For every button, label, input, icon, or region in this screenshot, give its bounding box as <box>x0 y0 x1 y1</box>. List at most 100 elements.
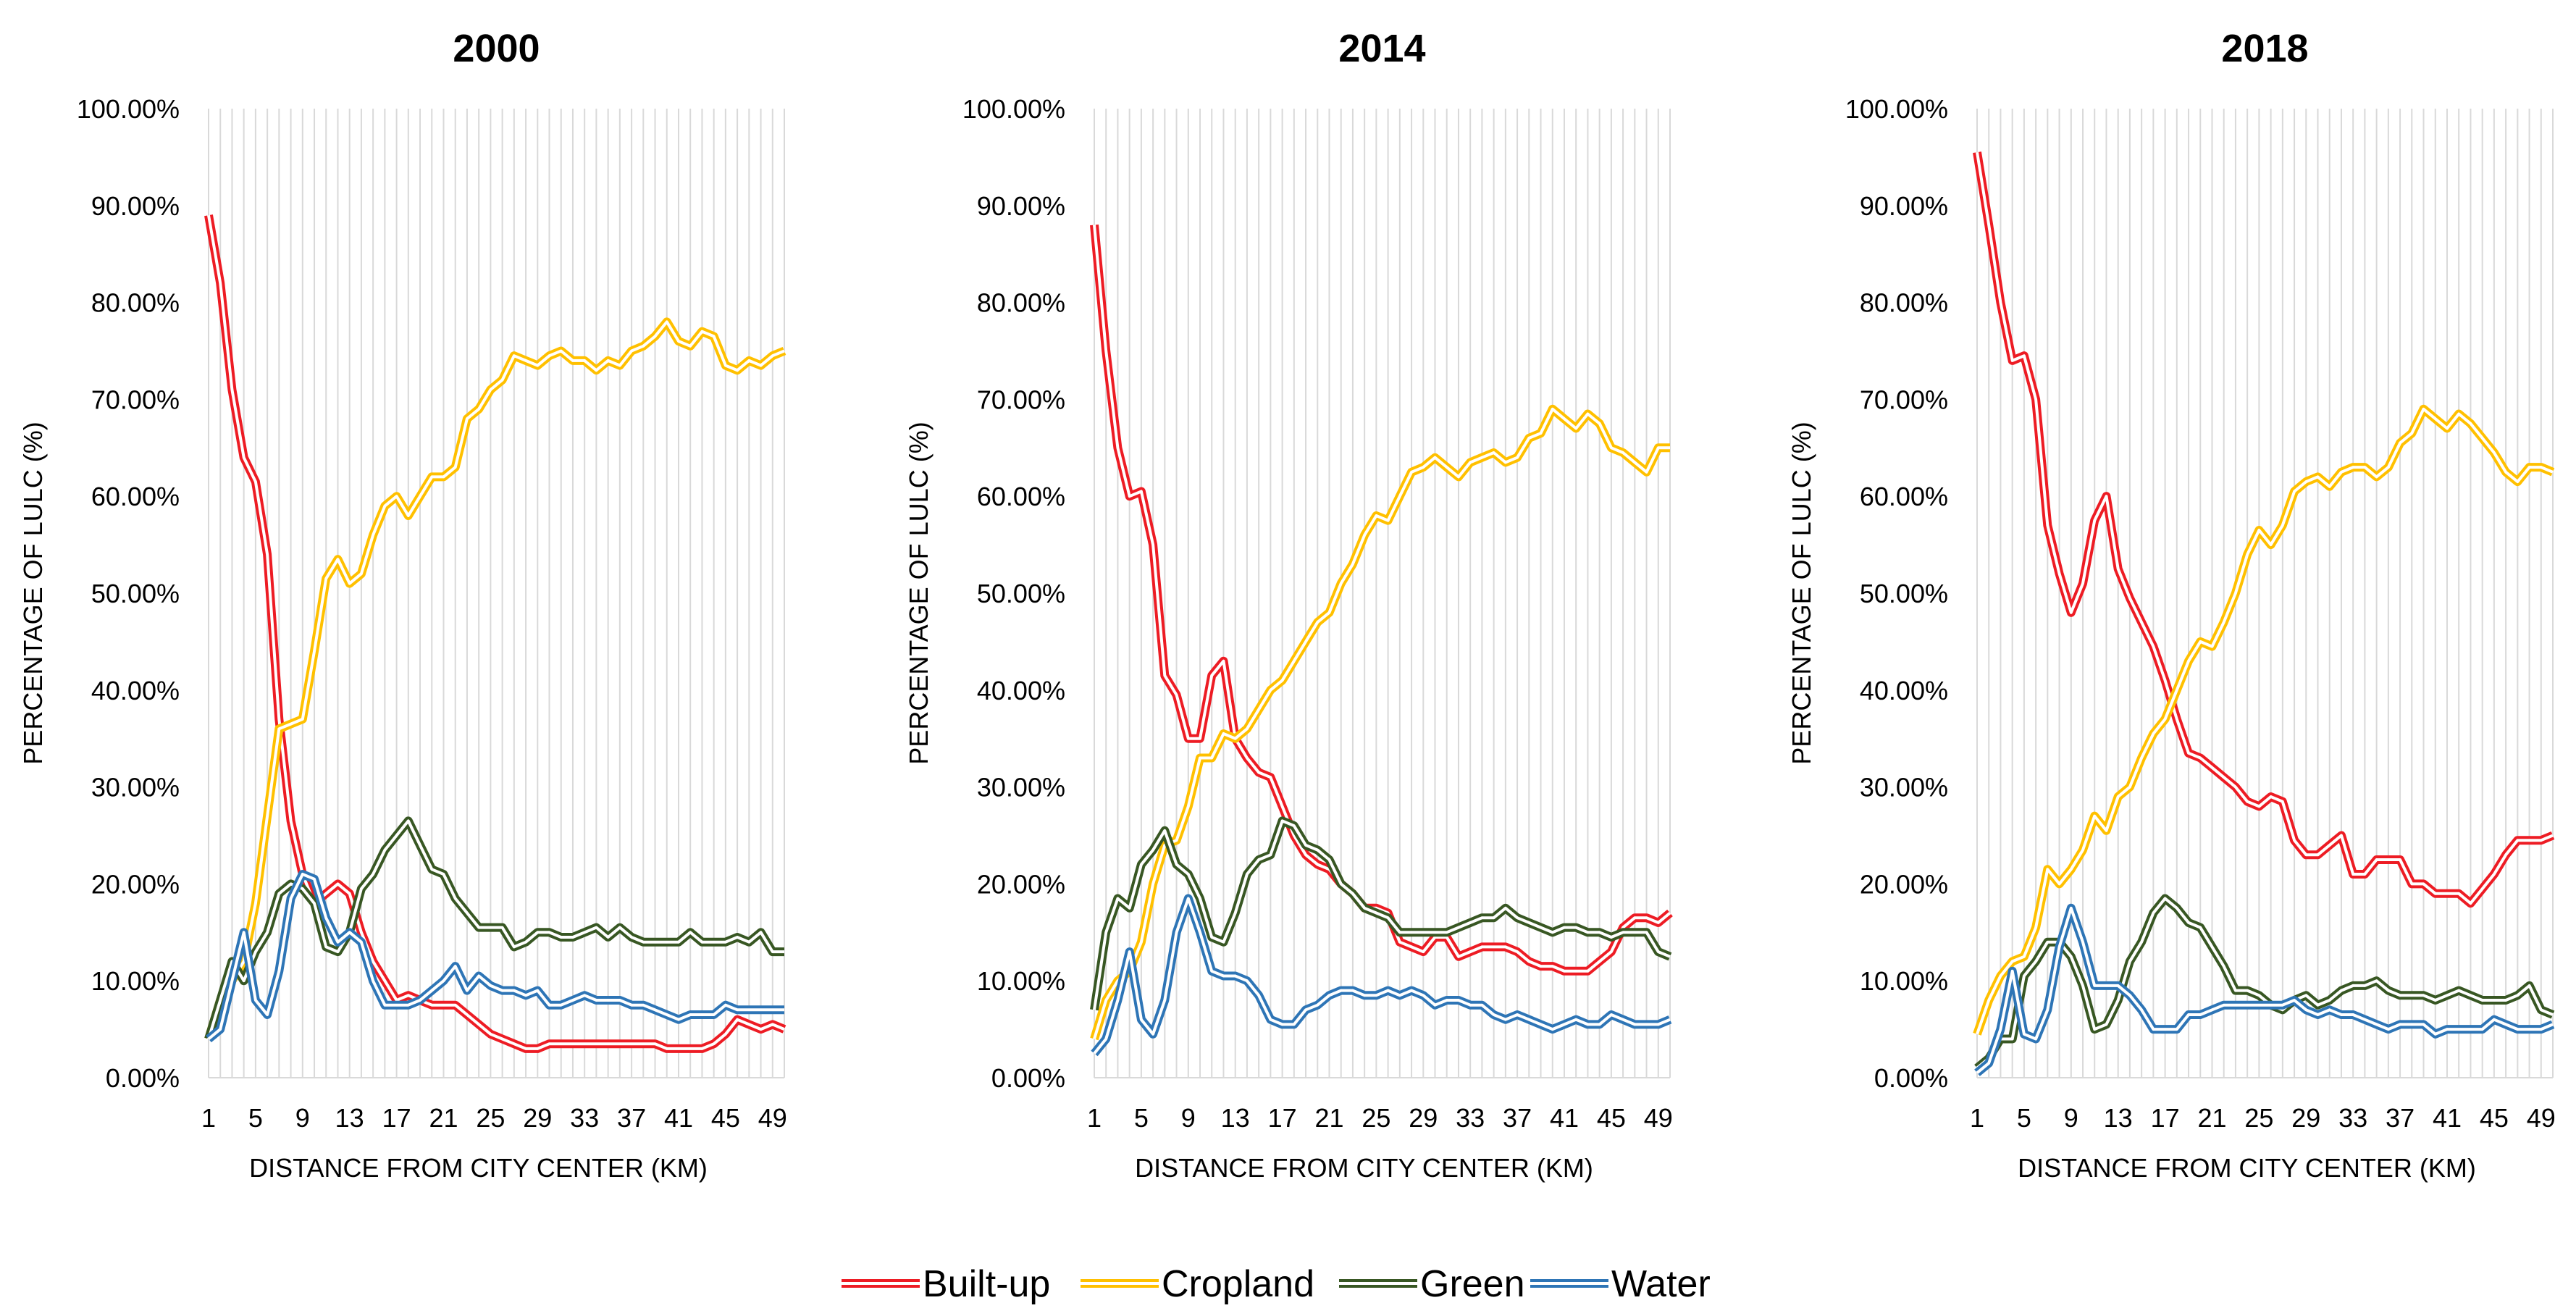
y-tick-label: 0.00% <box>1874 1063 1948 1093</box>
x-axis-label: DISTANCE FROM CITY CENTER (KM) <box>1135 1153 1593 1183</box>
legend: Built-up Cropland Green Water <box>842 1263 1711 1305</box>
x-tick-label: 33 <box>2338 1103 2367 1133</box>
x-axis-label: DISTANCE FROM CITY CENTER (KM) <box>2018 1153 2476 1183</box>
series-cropland <box>1090 404 1670 1041</box>
series-water <box>1974 903 2555 1076</box>
legend-label: Water <box>1611 1263 1711 1305</box>
x-tick-label: 33 <box>1456 1103 1485 1133</box>
x-tick-label: 25 <box>1362 1103 1390 1133</box>
x-tick-label: 37 <box>617 1103 646 1133</box>
x-tick-label: 37 <box>2386 1103 2415 1133</box>
legend-label: Cropland <box>1162 1263 1314 1305</box>
x-tick-label: 13 <box>1221 1103 1250 1133</box>
legend-item-green: Green <box>1339 1263 1525 1305</box>
y-axis-label: PERCENTAGE OF LULC (%) <box>1787 422 1816 764</box>
legend-label: Built-up <box>923 1263 1050 1305</box>
y-tick-label: 60.00% <box>1860 482 1948 511</box>
y-tick-label: 20.00% <box>977 869 1065 899</box>
y-axis-label: PERCENTAGE OF LULC (%) <box>904 422 934 764</box>
series-water <box>206 870 784 1043</box>
series-line-inner <box>1093 819 1671 1010</box>
x-tick-label: 17 <box>2151 1103 2180 1133</box>
y-tick-label: 90.00% <box>91 191 180 221</box>
y-tick-label: 20.00% <box>1860 869 1948 899</box>
series-line-outer <box>1973 151 2555 908</box>
series-line-inner <box>207 873 784 1041</box>
series-line-inner <box>1093 897 1671 1055</box>
y-tick-label: 40.00% <box>91 676 180 705</box>
x-tick-label: 5 <box>2017 1103 2031 1133</box>
y-tick-label: 0.00% <box>991 1063 1065 1093</box>
y-tick-label: 70.00% <box>91 385 180 414</box>
y-tick-label: 40.00% <box>1860 676 1948 705</box>
legend-label: Green <box>1420 1263 1525 1305</box>
y-tick-label: 0.00% <box>106 1063 180 1093</box>
x-tick-label: 45 <box>711 1103 740 1133</box>
series-line-inner <box>207 819 784 1040</box>
x-tick-label: 49 <box>2527 1103 2556 1133</box>
series-built-up <box>1973 151 2555 908</box>
series-line-inner <box>1976 151 2554 905</box>
x-tick-label: 13 <box>2104 1103 2133 1133</box>
x-tick-label: 41 <box>664 1103 693 1133</box>
y-tick-label: 50.00% <box>1860 579 1948 608</box>
x-tick-label: 29 <box>2291 1103 2320 1133</box>
x-tick-label: 29 <box>1409 1103 1438 1133</box>
x-tick-label: 41 <box>2433 1103 2462 1133</box>
series-line-inner <box>1976 407 2554 1035</box>
x-tick-label: 9 <box>295 1103 310 1133</box>
series-line-inner <box>1976 906 2554 1074</box>
series-green <box>1090 816 1672 1011</box>
x-tick-label: 29 <box>523 1103 552 1133</box>
x-tick-label: 17 <box>1268 1103 1297 1133</box>
x-tick-label: 45 <box>2480 1103 2509 1133</box>
y-tick-label: 60.00% <box>977 482 1065 511</box>
x-tick-label: 25 <box>2244 1103 2273 1133</box>
legend-item-built-up: Built-up <box>842 1263 1050 1305</box>
y-tick-label: 60.00% <box>91 482 180 511</box>
x-tick-label: 5 <box>248 1103 263 1133</box>
series-line-inner <box>1976 897 2554 1070</box>
y-tick-label: 70.00% <box>977 385 1065 414</box>
series-line-inner <box>1093 225 1671 973</box>
y-tick-label: 80.00% <box>1860 288 1948 318</box>
y-tick-label: 100.00% <box>1845 94 1948 124</box>
series-line-inner <box>1093 407 1670 1040</box>
series-water <box>1091 894 1672 1057</box>
chart-title: 2014 <box>1338 27 1425 70</box>
series-cropland <box>1973 404 2555 1036</box>
x-tick-label: 13 <box>335 1103 364 1133</box>
legend-item-cropland: Cropland <box>1081 1263 1314 1305</box>
chart-title: 2000 <box>453 27 540 70</box>
x-tick-label: 49 <box>1644 1103 1673 1133</box>
series-cropland <box>204 317 786 1041</box>
x-tick-label: 1 <box>1087 1103 1102 1133</box>
y-axis-label: PERCENTAGE OF LULC (%) <box>18 422 48 764</box>
y-tick-label: 50.00% <box>91 579 180 608</box>
x-tick-label: 9 <box>1181 1103 1196 1133</box>
y-tick-label: 90.00% <box>1860 191 1948 221</box>
x-axis-label: DISTANCE FROM CITY CENTER (KM) <box>249 1153 708 1183</box>
y-tick-label: 10.00% <box>91 966 180 996</box>
x-tick-label: 37 <box>1503 1103 1532 1133</box>
x-tick-label: 41 <box>1550 1103 1579 1133</box>
y-tick-label: 90.00% <box>977 191 1065 221</box>
y-tick-label: 20.00% <box>91 869 180 899</box>
y-tick-label: 50.00% <box>977 579 1065 608</box>
panel-2018: 2018 0.00% 10.00% 20.00% 30.00% 40.00% 50.00% 6… <box>1787 27 2556 1183</box>
x-tick-label: 49 <box>758 1103 787 1133</box>
y-tick-label: 80.00% <box>91 288 180 318</box>
panel-2000: 2000 0.00% 10.00% 20.00% 30.00% 40.00% 50.00% 6… <box>18 27 787 1183</box>
y-tick-label: 80.00% <box>977 288 1065 318</box>
series-line-inner <box>207 320 785 1040</box>
series-green <box>204 816 784 1041</box>
x-tick-label: 25 <box>476 1103 505 1133</box>
x-tick-label: 21 <box>1314 1103 1343 1133</box>
x-tick-label: 9 <box>2064 1103 2078 1133</box>
y-tick-label: 30.00% <box>977 773 1065 802</box>
x-tick-label: 1 <box>201 1103 216 1133</box>
x-tick-label: 5 <box>1134 1103 1149 1133</box>
y-tick-label: 100.00% <box>962 94 1065 124</box>
legend-item-water: Water <box>1530 1263 1711 1305</box>
